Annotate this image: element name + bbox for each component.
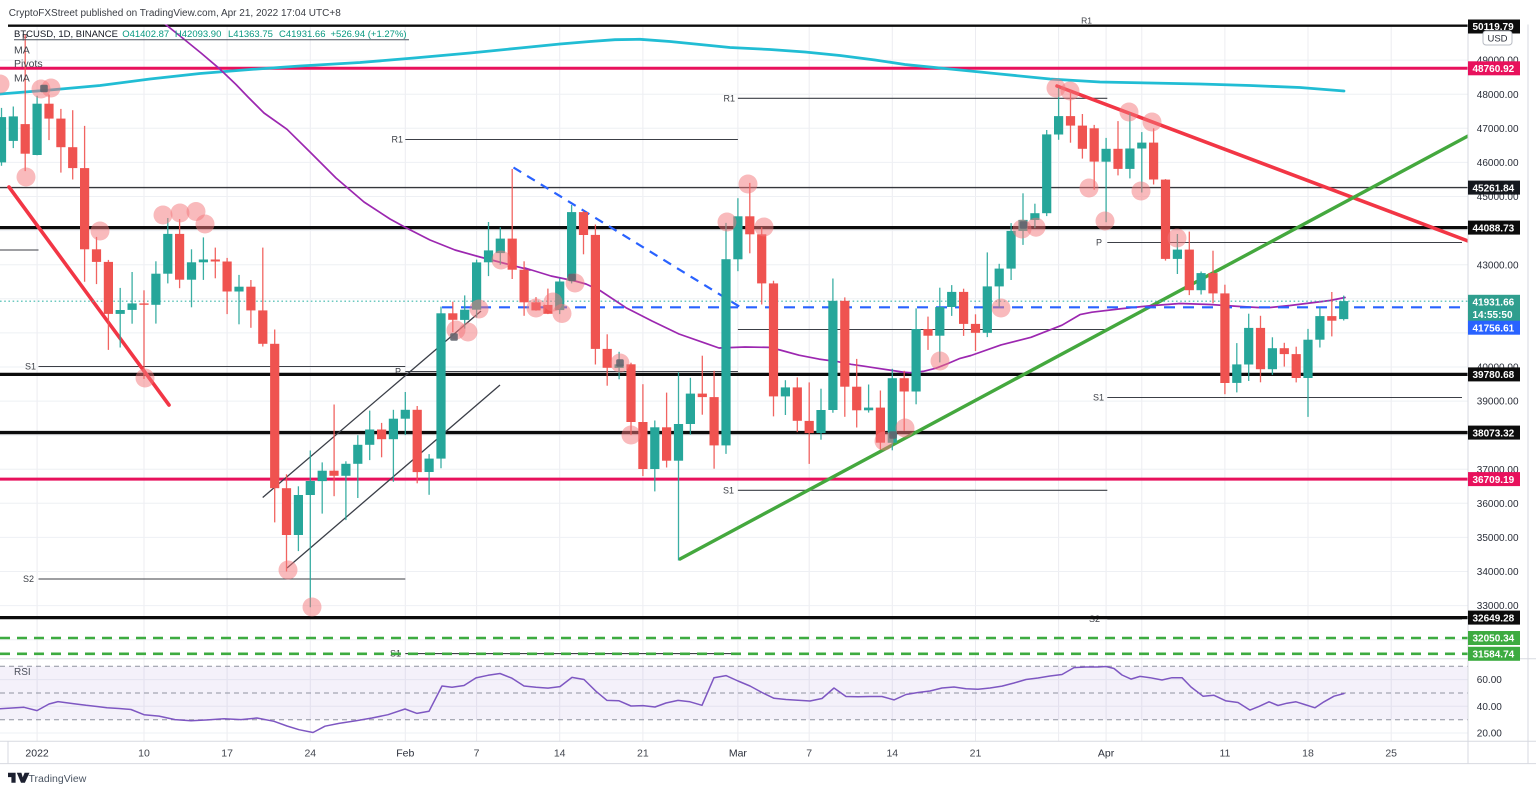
svg-text:S1: S1 xyxy=(723,485,734,495)
svg-text:14: 14 xyxy=(554,747,566,759)
svg-text:41931.66: 41931.66 xyxy=(1473,298,1515,309)
svg-text:P: P xyxy=(395,367,401,377)
svg-text:S1: S1 xyxy=(1093,393,1104,403)
svg-text:21: 21 xyxy=(637,747,649,759)
svg-text:11: 11 xyxy=(1219,747,1230,759)
svg-text:21: 21 xyxy=(970,747,982,759)
svg-text:47000.00: 47000.00 xyxy=(1477,124,1519,135)
svg-text:48760.92: 48760.92 xyxy=(1473,64,1515,75)
svg-text:17: 17 xyxy=(221,747,233,759)
svg-text:10: 10 xyxy=(138,747,150,759)
svg-text:60.00: 60.00 xyxy=(1477,675,1502,686)
svg-text:48000.00: 48000.00 xyxy=(1477,90,1519,101)
svg-text:USD: USD xyxy=(1487,34,1507,45)
svg-text:43000.00: 43000.00 xyxy=(1477,260,1519,271)
svg-text:32649.28: 32649.28 xyxy=(1473,613,1515,624)
svg-text:45000.00: 45000.00 xyxy=(1477,192,1519,203)
svg-text:MA: MA xyxy=(14,45,30,57)
svg-text:24: 24 xyxy=(304,747,316,759)
svg-text:7: 7 xyxy=(474,747,480,759)
svg-text:37000.00: 37000.00 xyxy=(1477,465,1519,476)
svg-text:38073.32: 38073.32 xyxy=(1473,428,1515,439)
svg-text:14:55:50: 14:55:50 xyxy=(1473,310,1513,321)
svg-text:R1: R1 xyxy=(723,93,735,103)
svg-text:S2: S2 xyxy=(23,574,34,584)
svg-text:14: 14 xyxy=(886,747,898,759)
svg-text:S1: S1 xyxy=(25,362,36,372)
svg-text:35000.00: 35000.00 xyxy=(1477,533,1519,544)
svg-text:45261.84: 45261.84 xyxy=(1473,183,1515,194)
svg-text:41756.61: 41756.61 xyxy=(1473,323,1515,334)
svg-text:25: 25 xyxy=(1385,747,1397,759)
svg-text:Pivots: Pivots xyxy=(14,58,43,70)
svg-text:44088.73: 44088.73 xyxy=(1473,223,1515,234)
svg-text:P: P xyxy=(1096,238,1102,248)
svg-text:40.00: 40.00 xyxy=(1477,702,1502,713)
svg-text:49000.00: 49000.00 xyxy=(1477,56,1519,67)
svg-text:RSI: RSI xyxy=(14,667,31,678)
svg-text:36709.19: 36709.19 xyxy=(1473,475,1515,486)
svg-text:39000.00: 39000.00 xyxy=(1477,397,1519,408)
svg-text:R1: R1 xyxy=(1081,16,1092,26)
svg-text:36000.00: 36000.00 xyxy=(1477,499,1519,510)
svg-text:46000.00: 46000.00 xyxy=(1477,158,1519,169)
svg-text:50119.79: 50119.79 xyxy=(1473,22,1515,33)
svg-text:CryptoFXStreet published on Tr: CryptoFXStreet published on TradingView.… xyxy=(9,8,341,19)
svg-text:18: 18 xyxy=(1302,747,1314,759)
svg-text:31584.74: 31584.74 xyxy=(1473,650,1515,661)
svg-text:Mar: Mar xyxy=(729,747,748,759)
svg-text:2022: 2022 xyxy=(25,747,49,759)
svg-text:33000.00: 33000.00 xyxy=(1477,601,1519,612)
svg-text:7: 7 xyxy=(806,747,812,759)
svg-text:34000.00: 34000.00 xyxy=(1477,567,1519,578)
svg-text:Apr: Apr xyxy=(1098,747,1115,759)
svg-text:39780.68: 39780.68 xyxy=(1473,370,1515,381)
svg-text:MA: MA xyxy=(14,73,30,85)
svg-text:TradingView: TradingView xyxy=(29,773,87,785)
svg-text:20.00: 20.00 xyxy=(1477,729,1502,740)
svg-text:Feb: Feb xyxy=(396,747,414,759)
svg-text:R1: R1 xyxy=(391,135,403,145)
svg-text:32050.34: 32050.34 xyxy=(1473,634,1515,645)
